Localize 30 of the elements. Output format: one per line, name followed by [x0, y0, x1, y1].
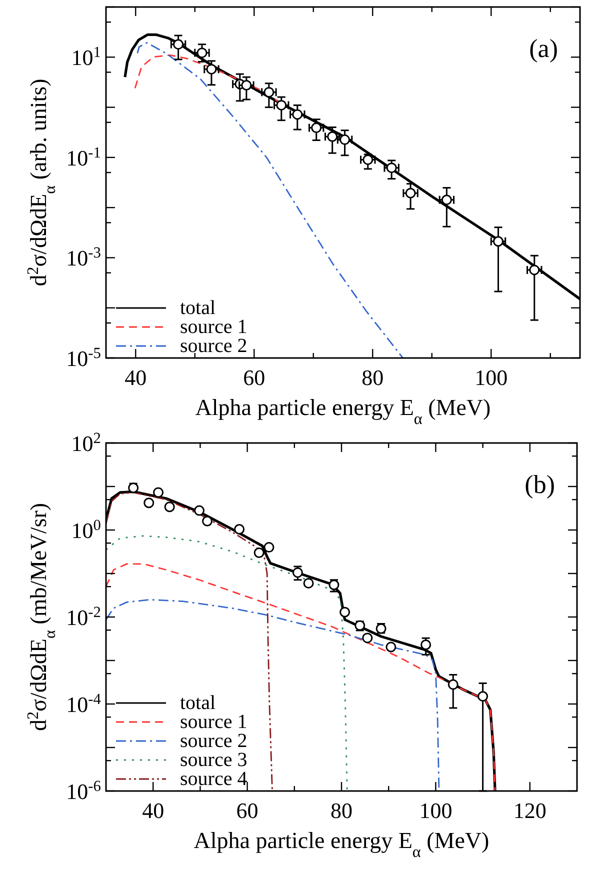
legend-label: total — [180, 692, 216, 714]
legend-label: source 4 — [180, 768, 248, 790]
x-tick-label: 60 — [243, 365, 266, 390]
x-tick-label: 100 — [419, 798, 452, 823]
x-axis-title: Alpha particle energy E$_{α}$ (MeV) — [194, 828, 490, 860]
legend-label: source 3 — [180, 749, 248, 771]
y-tick-label: 10$^{-2}$ — [66, 604, 101, 630]
x-tick-label: 40 — [142, 798, 164, 823]
x-tick-label: 100 — [474, 365, 508, 390]
annotation: (b) — [524, 470, 555, 499]
y-tick-label: 10$^{0}$ — [71, 516, 102, 543]
x-tick-label: 40 — [124, 365, 147, 390]
y-tick-label: 10$^{2}$ — [71, 430, 101, 456]
y-tick-label: 10$^{-6}$ — [66, 778, 102, 804]
annotation: (a) — [529, 34, 558, 63]
x-tick-label: 80 — [330, 798, 352, 823]
legend-label: source 2 — [180, 730, 248, 752]
x-tick-label: 60 — [236, 798, 258, 823]
legend-label: source 1 — [180, 316, 248, 338]
y-tick-label: 10$^{1}$ — [71, 44, 101, 70]
y-tick-label: 10$^{-4}$ — [66, 690, 102, 717]
y-tick-label: 10$^{-3}$ — [66, 244, 102, 271]
y-tick-label: 10$^{-5}$ — [66, 344, 102, 371]
y-tick-label: 10$^{-1}$ — [66, 144, 101, 170]
legend-label: total — [180, 297, 216, 319]
x-axis-title: Alpha particle energy E$_{α}$ (MeV) — [195, 395, 491, 428]
legend-label: source 1 — [180, 711, 248, 733]
x-tick-label: 120 — [513, 798, 546, 823]
x-tick-label: 80 — [362, 365, 384, 390]
legend-label: source 2 — [180, 335, 248, 357]
